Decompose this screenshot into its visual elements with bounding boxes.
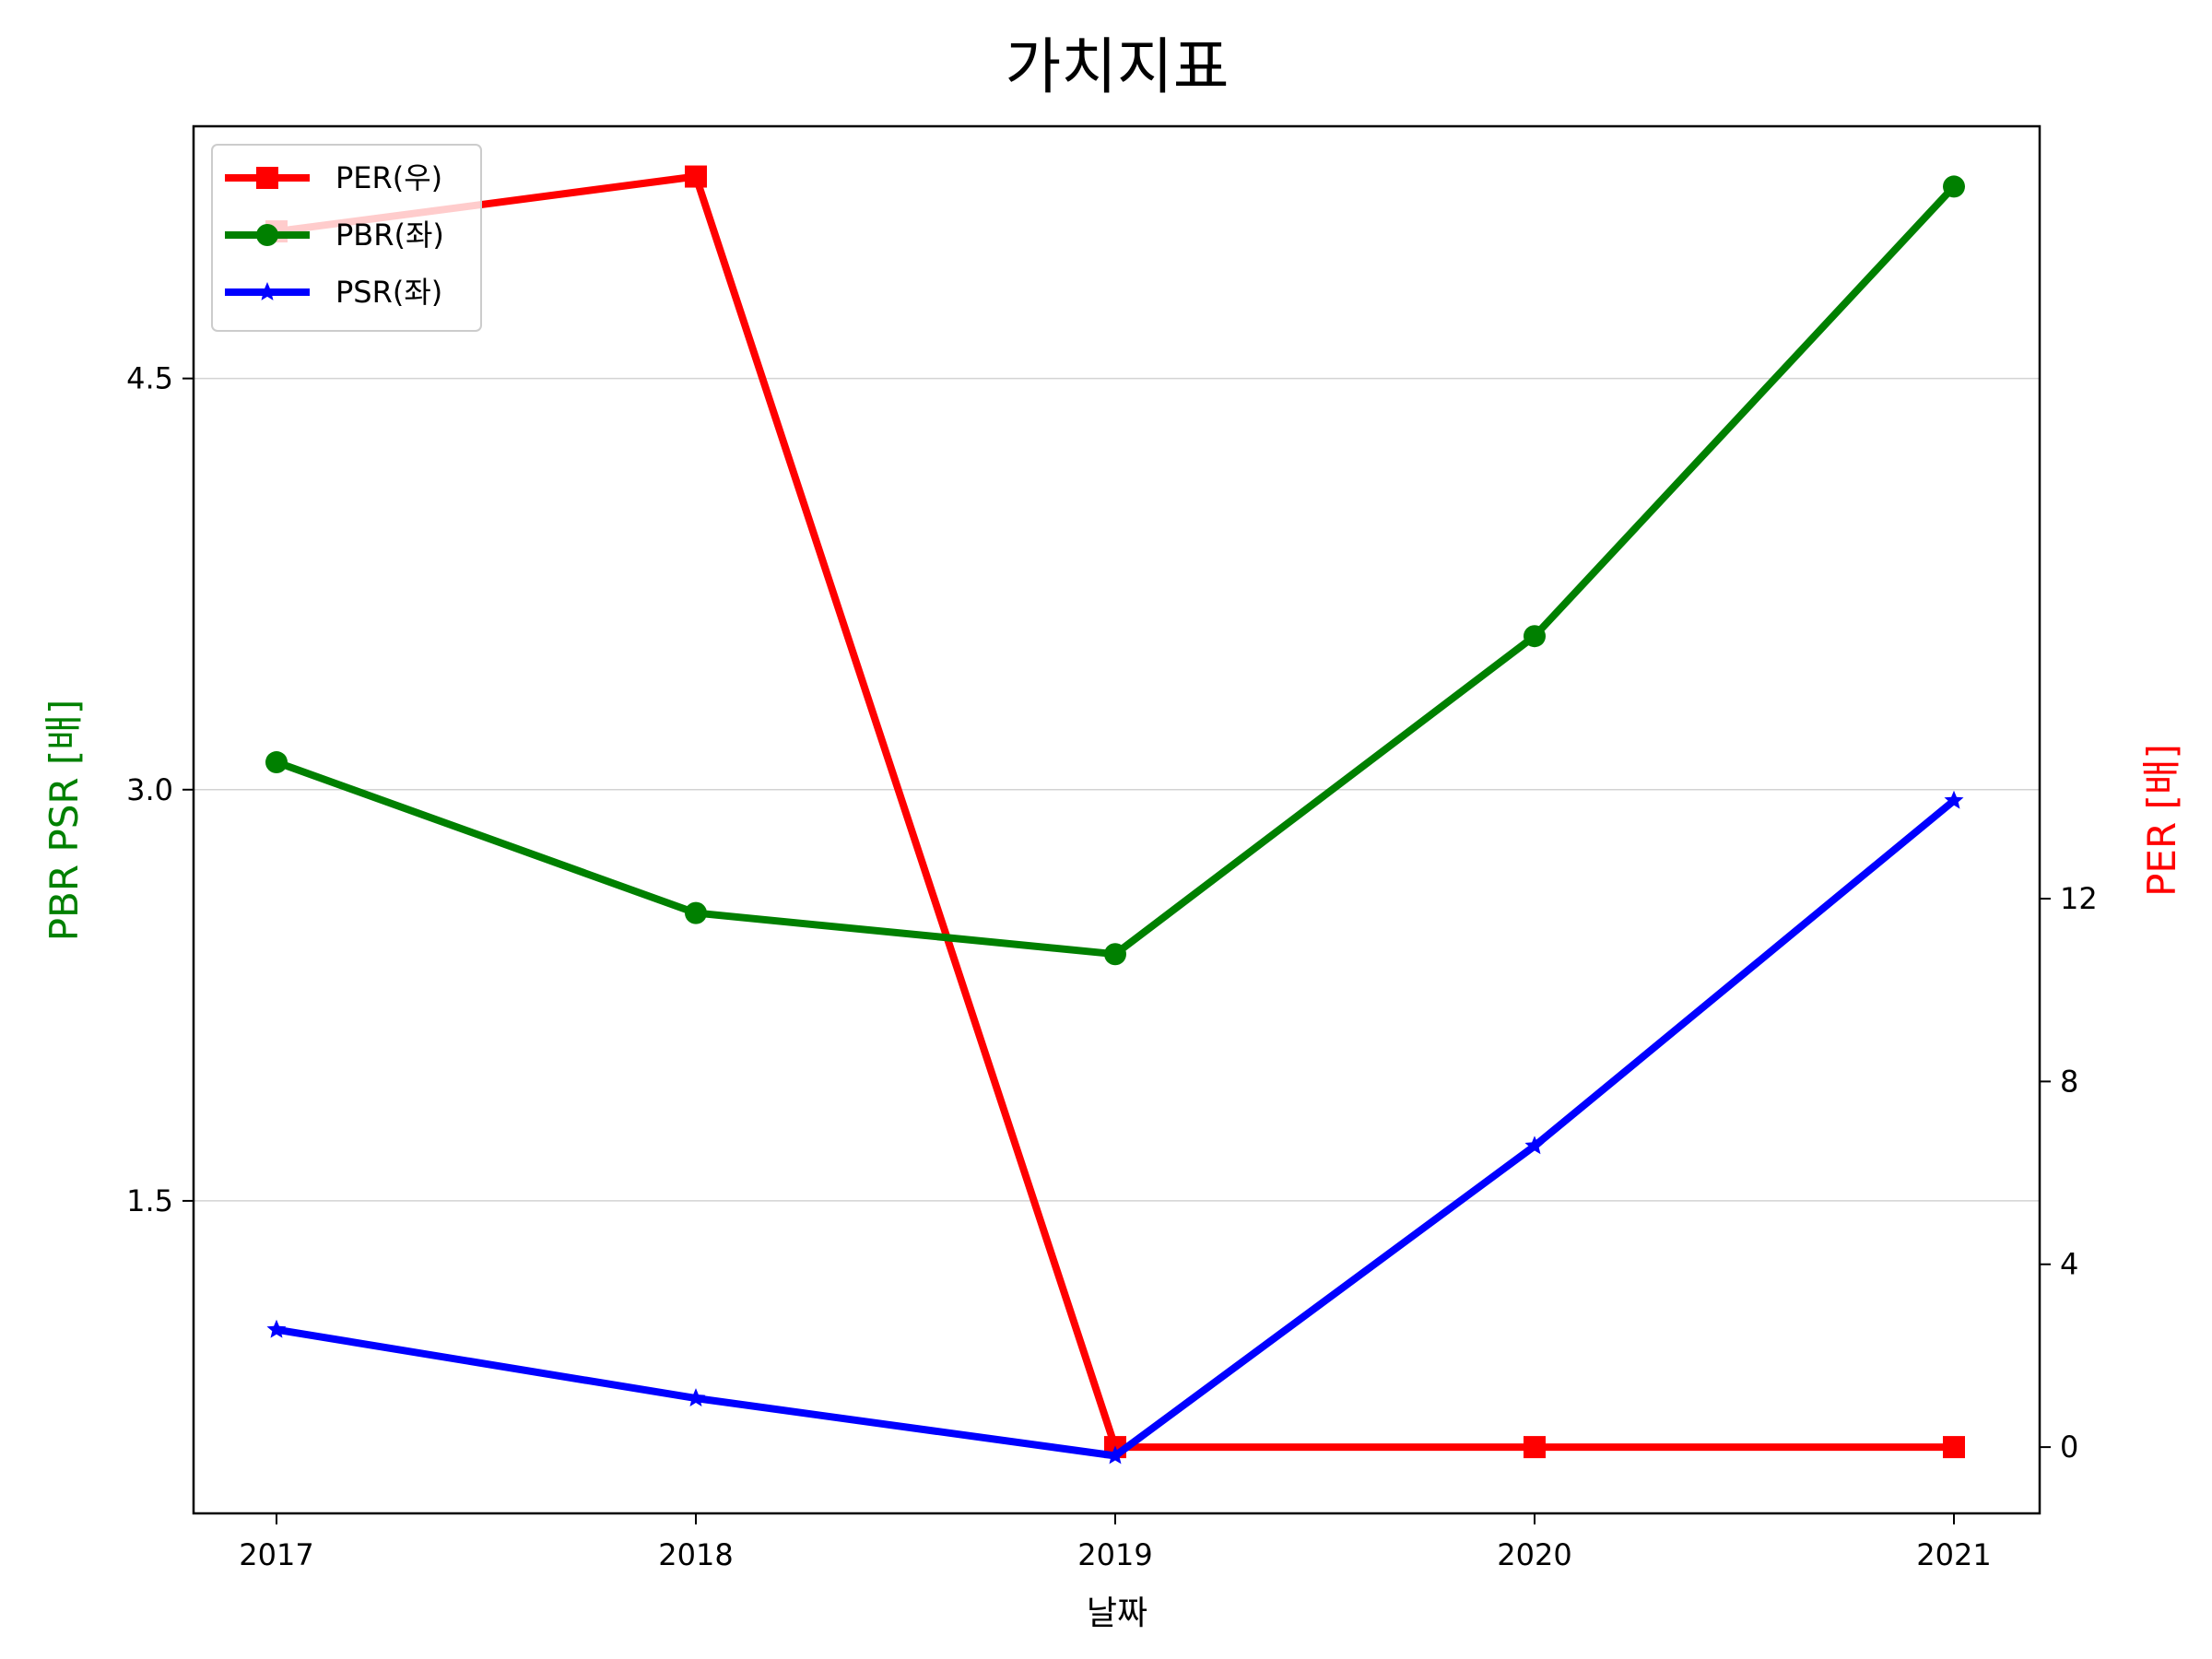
chart-title: 가치지표	[1006, 31, 1230, 102]
y-right-tick-label: 8	[2060, 1064, 2078, 1099]
data-point	[1524, 1135, 1545, 1155]
data-point	[1105, 1445, 1125, 1465]
x-tick-label: 2020	[1497, 1537, 1571, 1572]
series-1	[265, 175, 1965, 966]
data-point	[1944, 790, 1964, 809]
data-point	[1524, 625, 1546, 648]
y-right-tick-label: 0	[2060, 1430, 2078, 1465]
y-axis-left-label: PBR PSR [배]	[41, 700, 87, 942]
data-point	[686, 1388, 706, 1406]
legend-label: PBR(좌)	[335, 218, 444, 253]
x-tick-label: 2019	[1077, 1537, 1152, 1572]
y-right-tick-label: 12	[2060, 881, 2098, 916]
data-point	[266, 1319, 287, 1338]
data-point	[1104, 943, 1126, 966]
series-2	[266, 790, 1964, 1465]
legend-marker	[257, 282, 277, 300]
data-point	[685, 165, 707, 188]
plot-area-frame	[192, 124, 2041, 1515]
x-tick-label: 2018	[658, 1537, 733, 1572]
data-point	[1943, 1436, 1965, 1459]
y-axis-right-label: PER [배]	[2139, 744, 2184, 897]
data-point	[1524, 1436, 1546, 1459]
x-tick-label: 2017	[239, 1537, 313, 1572]
legend-marker	[256, 167, 278, 189]
legend-marker	[256, 224, 278, 246]
data-point	[685, 901, 707, 924]
data-point	[1943, 175, 1965, 198]
x-axis-label: 날짜	[1087, 1594, 1147, 1632]
legend-label: PSR(좌)	[335, 275, 442, 310]
x-tick-label: 2021	[1916, 1537, 1991, 1572]
y-left-tick-label: 1.5	[126, 1183, 173, 1218]
y-right-tick-label: 4	[2060, 1247, 2078, 1282]
y-left-tick-label: 3.0	[126, 772, 173, 807]
legend-label: PER(우)	[335, 160, 442, 195]
data-point	[265, 751, 288, 774]
legend: PER(우) PBR(좌) PSR(좌)	[211, 144, 482, 332]
legend-box	[211, 144, 482, 332]
y-left-tick-label: 4.5	[126, 361, 173, 396]
